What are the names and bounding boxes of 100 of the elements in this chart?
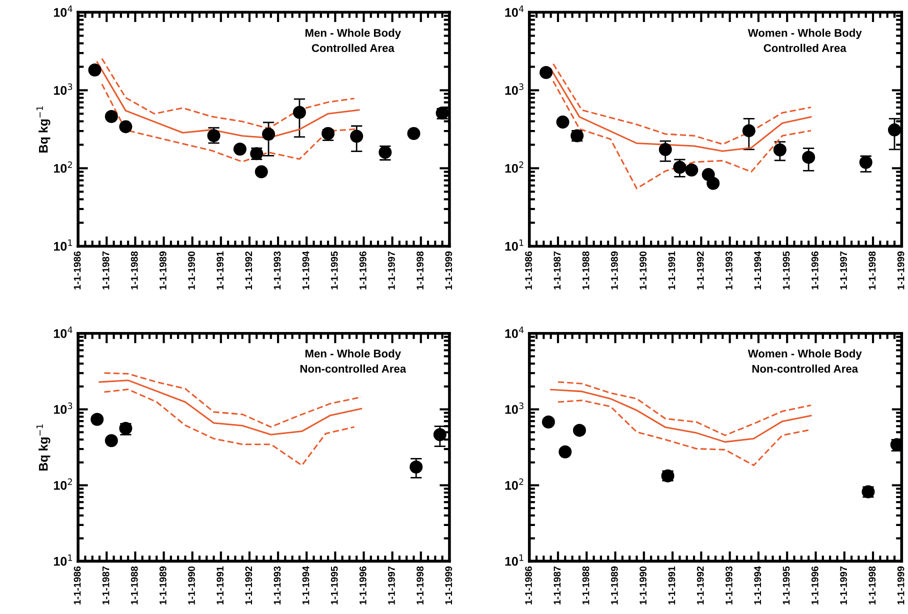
y-tick-label: 10$^{1}$ <box>54 239 72 251</box>
text: Women - Whole Body Non-controlled Area <box>748 349 862 373</box>
x-tick-label: 1-1-1993 <box>274 566 281 604</box>
x-tick-label: 1-1-1997 <box>388 252 395 290</box>
x-tick-label: 1-1-1998 <box>416 251 424 290</box>
x-tick-label: 1-1-1988 <box>582 566 590 604</box>
x-tick-label: 1-1-1988 <box>582 251 590 290</box>
y-tick-label: 10$^{1}$ <box>505 554 524 566</box>
y-tick-label: 10$^{2}$ <box>54 478 72 490</box>
point <box>262 128 276 141</box>
point <box>685 163 698 176</box>
x-tick-label: 1-1-1987 <box>554 252 561 290</box>
x-tick-label: 1-1-1998 <box>868 566 876 604</box>
point <box>572 424 586 437</box>
y-tick-label: 10$^{3}$ <box>54 402 72 414</box>
point <box>540 66 553 79</box>
point <box>742 124 756 138</box>
y-tick-label: 10$^{1}$ <box>54 554 72 566</box>
x-tick-label: 1-1-1995 <box>782 251 790 290</box>
point <box>802 150 816 164</box>
x-tick-label: 1-1-1998 <box>868 251 876 290</box>
point <box>90 412 104 426</box>
y-tick-label: 10$^{3}$ <box>505 83 524 95</box>
x-tick-label: 1-1-1999 <box>445 251 452 290</box>
point <box>254 165 268 178</box>
x-tick-label: 1-1-1992 <box>245 251 252 290</box>
x-tick-label: 1-1-1998 <box>416 566 424 604</box>
x-tick-label: 1-1-1987 <box>102 252 110 290</box>
x-tick-label: 1-1-1995 <box>782 566 790 604</box>
x-tick-label: 1-1-1989 <box>611 566 618 604</box>
x-tick-label: 1-1-1999 <box>897 251 904 290</box>
y-tick-label: 10$^{2}$ <box>505 161 524 173</box>
x-tick-label: 1-1-1991 <box>216 251 224 290</box>
y-tick-label: 10$^{3}$ <box>54 83 72 95</box>
x-tick-label: 1-1-1990 <box>188 251 195 290</box>
x-tick-label: 1-1-1992 <box>245 566 252 604</box>
x-tick-label: 1-1-1991 <box>668 566 676 604</box>
point <box>433 428 446 442</box>
y-tick-label: 10$^{4}$ <box>505 6 524 17</box>
x-tick-label: 1-1-1991 <box>668 251 676 290</box>
point <box>104 110 118 123</box>
x-tick-label: 1-1-1992 <box>696 251 704 290</box>
x-tick-label: 1-1-1994 <box>302 566 310 604</box>
x-tick-label: 1-1-1996 <box>359 566 366 604</box>
x-tick-label: 1-1-1986 <box>525 251 532 290</box>
point <box>410 460 423 474</box>
x-tick-label: 1-1-1986 <box>74 251 81 290</box>
point <box>119 120 132 134</box>
x-tick-label: 1-1-1996 <box>811 251 818 290</box>
x-tick-label: 1-1-1987 <box>554 566 561 604</box>
x-tick-label: 1-1-1991 <box>216 566 224 604</box>
point <box>542 416 555 429</box>
x-tick-label: 1-1-1996 <box>359 251 366 290</box>
x-tick-label: 1-1-1993 <box>274 251 281 290</box>
x-tick-label: 1-1-1996 <box>811 566 818 604</box>
y-axis-title: Bq kg$^{−1}$ <box>36 106 50 152</box>
point <box>88 63 102 76</box>
x-tick-label: 1-1-1999 <box>897 566 904 604</box>
line-series <box>104 372 362 428</box>
x-tick-label: 1-1-1988 <box>130 566 138 604</box>
x-tick-label: 1-1-1990 <box>640 251 647 290</box>
y-axis-title: Bq kg$^{−1}$ <box>36 424 50 471</box>
x-tick-label: 1-1-1993 <box>726 566 732 604</box>
text: Men - Whole Body Non-controlled Area <box>300 349 406 373</box>
x-tick-label: 1-1-1992 <box>696 566 704 604</box>
point <box>859 156 872 169</box>
line-series <box>550 388 812 443</box>
y-tick-label: 10$^{3}$ <box>505 402 524 414</box>
point <box>558 445 572 458</box>
point <box>706 176 720 190</box>
x-tick-label: 1-1-1990 <box>640 566 647 604</box>
x-tick-label: 1-1-1986 <box>525 566 532 604</box>
text: Women - Whole Body Controlled Area <box>748 28 862 52</box>
x-tick-label: 1-1-1997 <box>840 566 847 604</box>
line-series <box>104 388 355 466</box>
point <box>233 142 246 156</box>
x-tick-label: 1-1-1986 <box>74 566 81 604</box>
point <box>350 130 364 143</box>
point <box>673 160 686 174</box>
y-tick-label: 10$^{2}$ <box>505 478 524 490</box>
x-tick-label: 1-1-1989 <box>160 251 166 290</box>
y-tick-label: 10$^{2}$ <box>54 161 72 173</box>
x-tick-label: 1-1-1989 <box>160 566 166 604</box>
point <box>322 126 335 140</box>
x-tick-label: 1-1-1988 <box>130 251 138 290</box>
x-tick-label: 1-1-1997 <box>840 252 847 290</box>
y-tick-label: 10$^{4}$ <box>54 6 72 17</box>
x-tick-label: 1-1-1990 <box>188 566 195 604</box>
x-tick-label: 1-1-1995 <box>330 251 338 290</box>
x-tick-label: 1-1-1993 <box>726 251 732 290</box>
y-tick-label: 10$^{1}$ <box>505 239 524 251</box>
point <box>407 126 420 140</box>
x-tick-label: 1-1-1995 <box>330 566 338 604</box>
x-tick-label: 1-1-1994 <box>302 251 310 290</box>
x-tick-label: 1-1-1999 <box>445 566 452 604</box>
point <box>292 106 306 119</box>
line-series <box>98 380 362 436</box>
point <box>556 116 570 129</box>
point <box>104 434 118 448</box>
y-tick-label: 10$^{4}$ <box>54 326 72 338</box>
